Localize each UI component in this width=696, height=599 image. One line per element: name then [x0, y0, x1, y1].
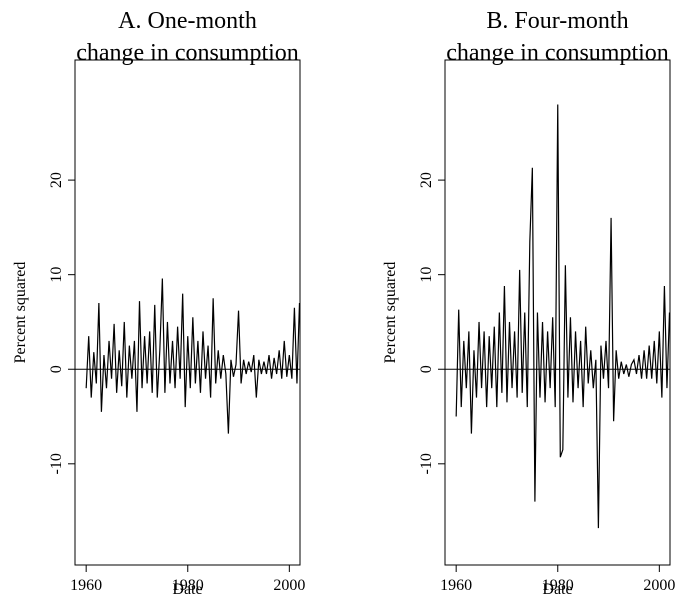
- chart-title: change in consumption: [446, 40, 669, 66]
- chart-title: change in consumption: [76, 40, 299, 66]
- y-tick-label: 0: [48, 365, 65, 373]
- x-tick-label: 2000: [273, 577, 305, 594]
- plot-frame: [74, 59, 301, 566]
- y-tick-label: 0: [418, 365, 435, 373]
- data-line: [85, 278, 301, 434]
- x-tick-label: 1960: [70, 577, 102, 594]
- y-axis-label: Percent squared: [382, 262, 399, 364]
- data-line: [455, 104, 671, 529]
- x-tick-label: 1980: [542, 577, 574, 594]
- y-tick-label: 20: [48, 172, 65, 188]
- y-tick-label: -10: [48, 453, 65, 474]
- y-tick-label: -10: [418, 453, 435, 474]
- panel: A. One-month change in consumption -10 0 10 2…: [12, 8, 305, 598]
- x-tick-label: 2000: [643, 577, 675, 594]
- chart-title: B. Four-month: [486, 8, 628, 34]
- y-axis-label: Percent squared: [12, 262, 29, 364]
- x-tick-label: 1960: [440, 577, 472, 594]
- y-tick-label: 20: [418, 172, 435, 188]
- y-tick-label: 10: [48, 267, 65, 283]
- y-tick-label: 10: [418, 267, 435, 283]
- x-axis-label: Date: [172, 581, 202, 598]
- x-tick-label: 1980: [172, 577, 204, 594]
- panel: B. Four-month change in consumption -10 0 10…: [382, 8, 675, 598]
- chart-title: A. One-month: [118, 8, 257, 34]
- x-axis-label: Date: [542, 581, 572, 598]
